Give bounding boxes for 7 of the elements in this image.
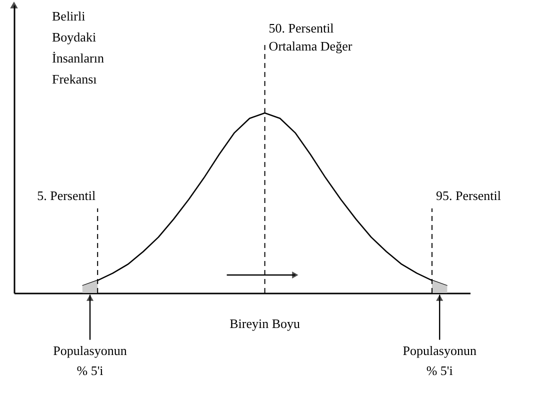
text: Populasyonun % 5'i [402,343,477,378]
x-axis-title: Bireyin Boyu [230,316,301,332]
annotation: 5. Persentil [37,188,96,203]
text: Populasyonun % 5'i [53,343,128,378]
annotation: 95. Persentil [436,188,502,203]
text: 50. Persentil Ortalama Değer [268,20,353,54]
y-axis-title: Belirli Boydaki İnsanların Frekansı [52,8,104,86]
